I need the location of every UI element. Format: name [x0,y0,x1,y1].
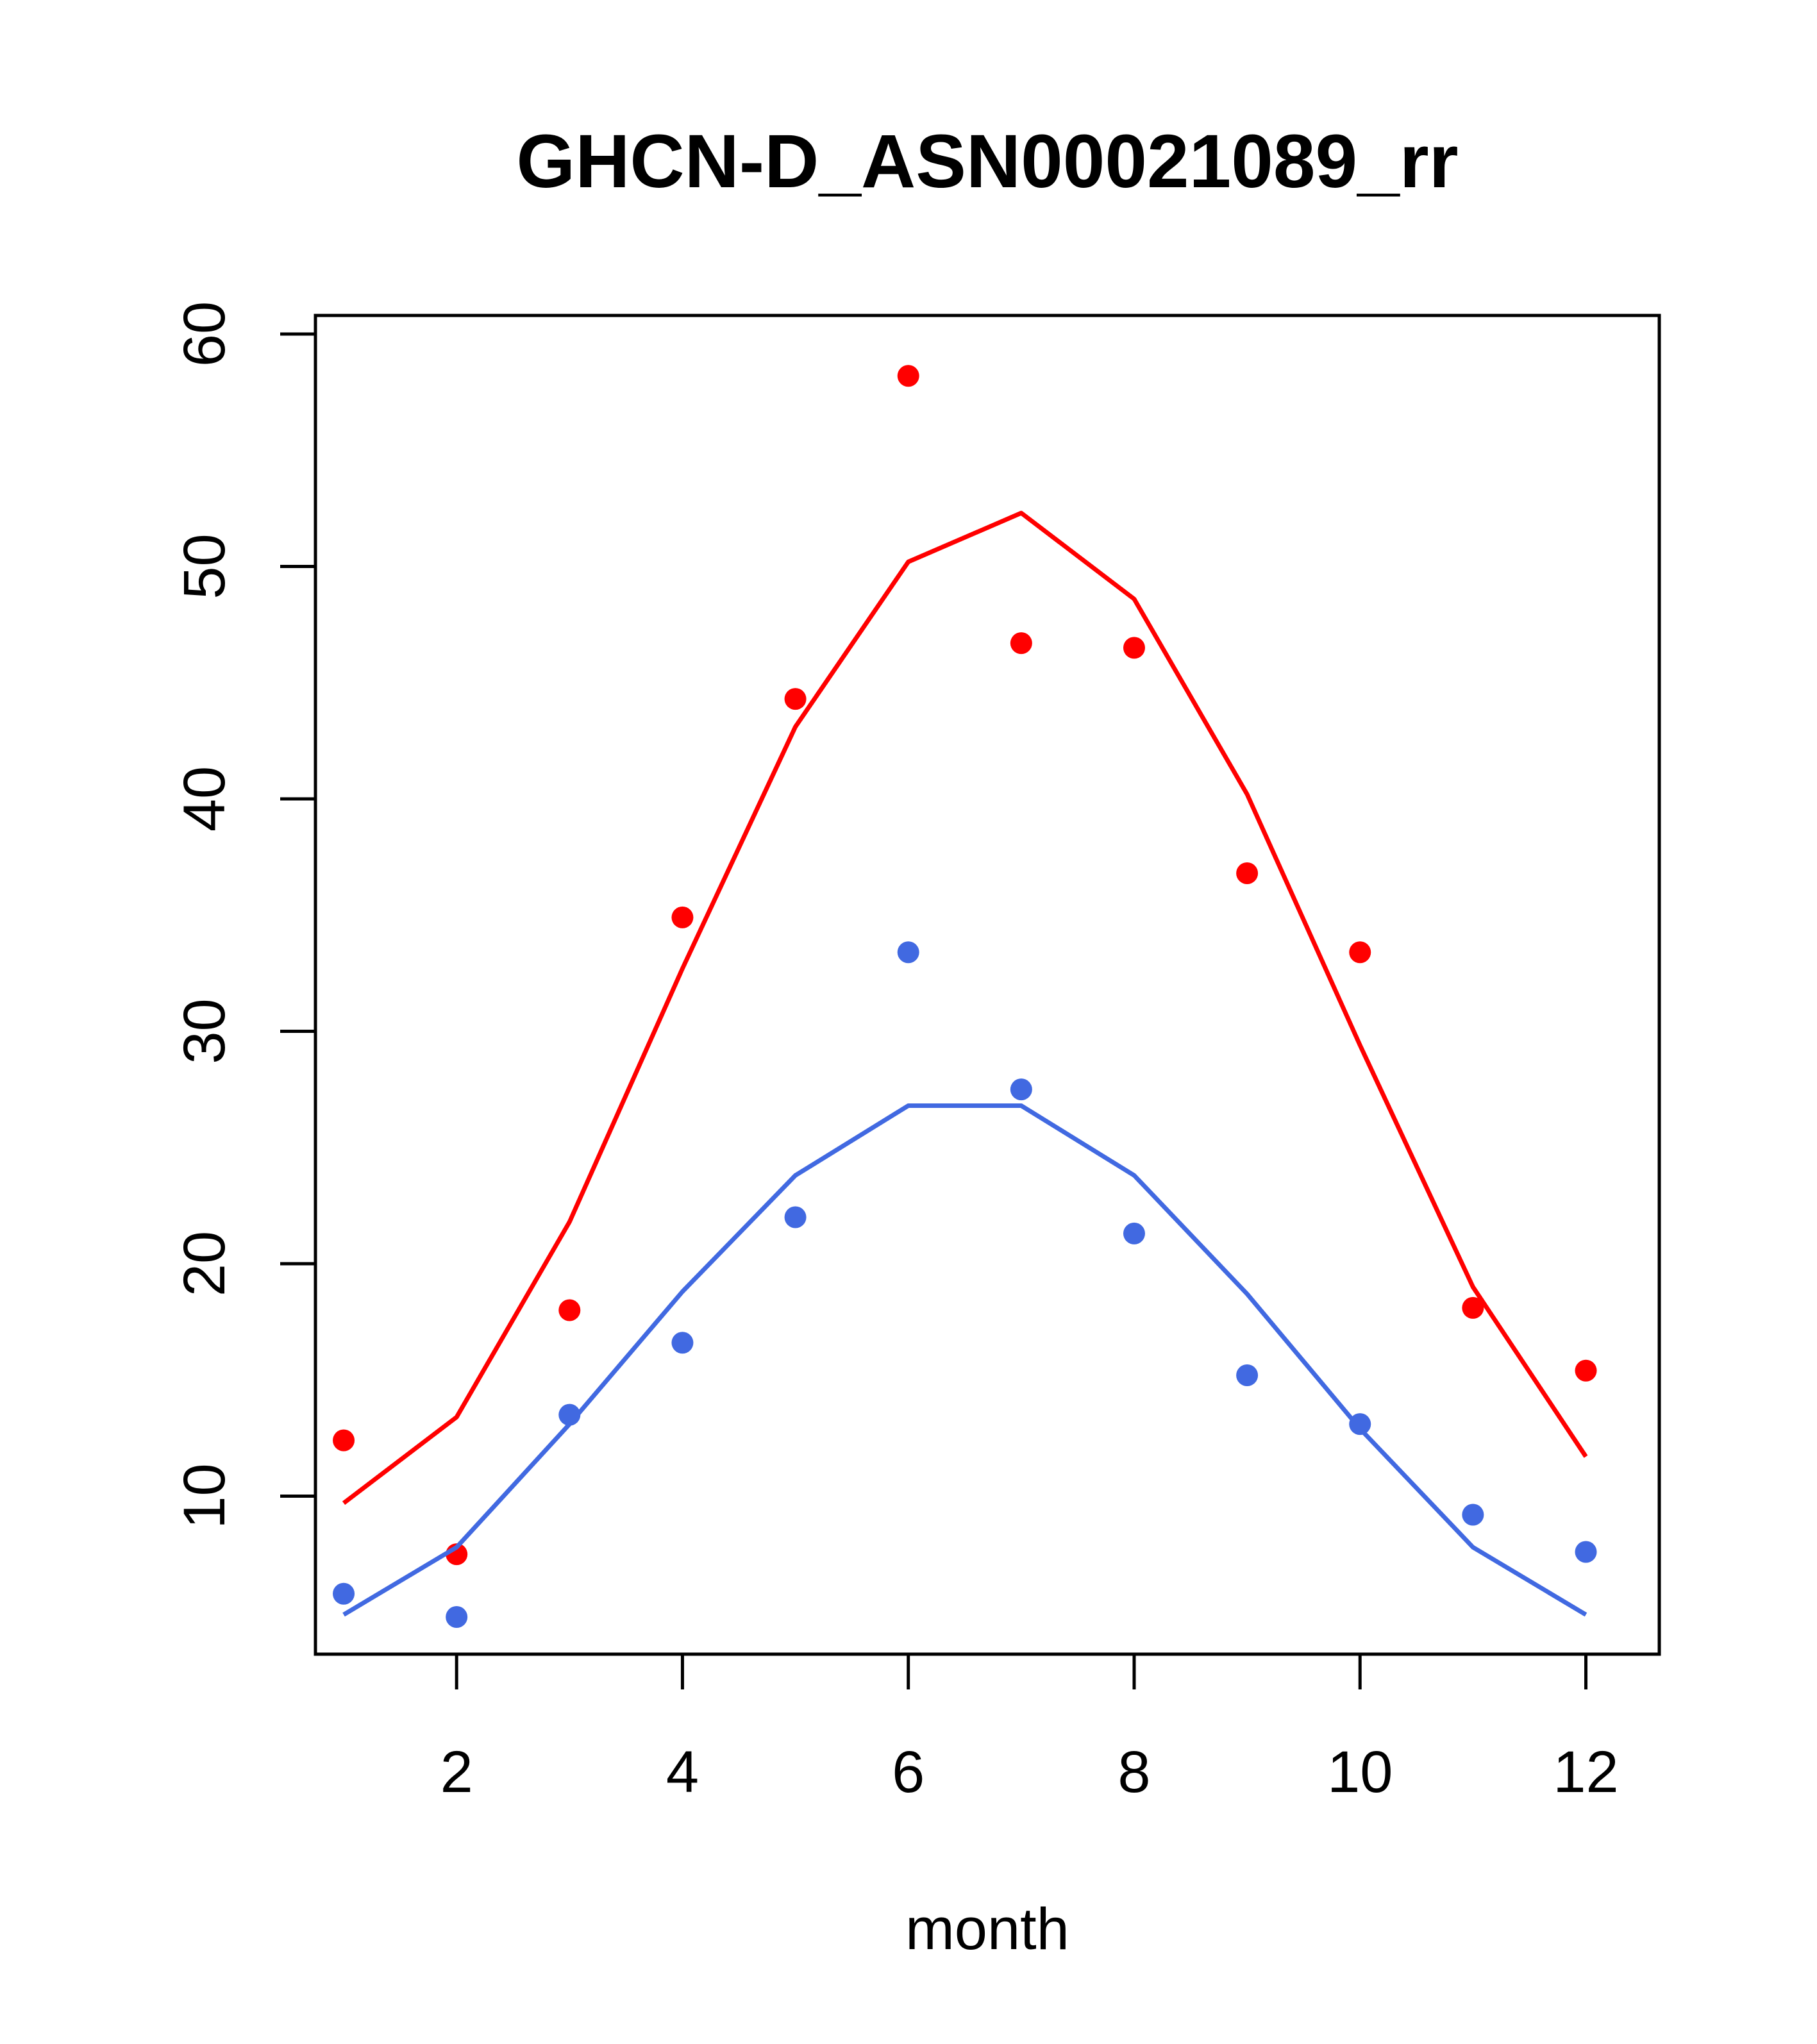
series-1-point [671,906,694,928]
plot-area: 2 4 6 8 10 12 10 20 30 40 50 60 [172,301,1661,1805]
x-tick-label: 12 [1553,1739,1618,1805]
y-tick-label: 30 [172,998,237,1064]
plot-frame [314,314,1661,1656]
chart-title: GHCN-D_ASN00021089_rr [516,119,1458,204]
series-1-point [333,1429,355,1452]
x-tick-label: 4 [666,1739,699,1805]
series-2-point [784,1206,807,1228]
series-1-point [1010,632,1032,655]
x-tick-label: 10 [1327,1739,1393,1805]
series-2-point [333,1582,355,1605]
series-2-point [897,941,919,964]
y-tick-label: 20 [172,1231,237,1296]
series-2-line [342,1103,1587,1617]
series-2-point [671,1332,694,1354]
series-2-point [558,1403,581,1426]
series-1-point [1462,1296,1484,1319]
series-1-point [1575,1359,1597,1382]
x-tick-label: 8 [1118,1739,1150,1805]
series-2-point [1123,1222,1145,1244]
series-1-point [1236,862,1259,884]
x-tick-label: 2 [440,1739,473,1805]
x-axis-label: month [905,1897,1069,1962]
series-2-point [1575,1541,1597,1563]
y-tick-label: 50 [172,533,237,599]
y-tick-label: 40 [172,766,237,832]
series-2-point [1349,1413,1371,1436]
y-tick-label: 60 [172,301,237,367]
series-1-point [1349,941,1371,964]
y-tick-label: 10 [172,1463,237,1529]
series-2-point [1236,1364,1259,1386]
series-1-line [342,510,1588,1505]
x-tick-label: 6 [892,1739,925,1805]
series-1-point [1123,637,1145,659]
series-2-point [1462,1504,1484,1526]
series-1-point [784,688,807,710]
series-1-point [558,1299,581,1321]
series-2-point [1010,1078,1032,1101]
series-1-point [897,365,919,387]
series-2-point [446,1606,468,1628]
